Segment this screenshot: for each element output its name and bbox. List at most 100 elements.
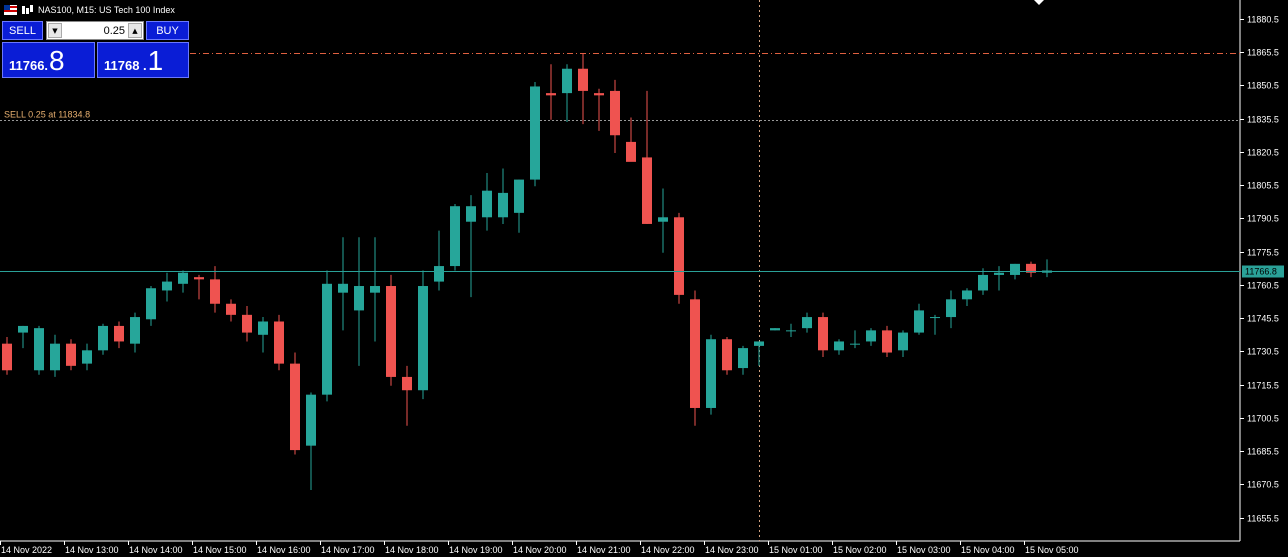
price-tick-label: 11745.5 bbox=[1247, 314, 1279, 324]
time-tick-label: 14 Nov 13:00 bbox=[65, 545, 119, 555]
bull-candle bbox=[914, 310, 924, 333]
bid-price-tag bbox=[1242, 265, 1284, 278]
sell-button[interactable]: SELL bbox=[2, 21, 43, 40]
bear-candle bbox=[626, 141, 636, 162]
bull-candle bbox=[482, 190, 492, 218]
bull-candle bbox=[562, 68, 572, 94]
price-tick-label: 11820.5 bbox=[1247, 148, 1279, 158]
time-tick-label: 14 Nov 21:00 bbox=[577, 545, 631, 555]
chart-type-icon[interactable] bbox=[21, 5, 34, 15]
buy-price-main: 11768 . bbox=[104, 58, 147, 73]
sell-price-quote[interactable]: 11766. 8 bbox=[2, 42, 95, 78]
bear-candle bbox=[386, 286, 396, 377]
chart-shift-icon bbox=[1034, 0, 1044, 5]
bull-candle bbox=[898, 332, 908, 351]
bear-candle bbox=[274, 321, 284, 364]
time-tick-label: 15 Nov 04:00 bbox=[961, 545, 1015, 555]
bull-candle bbox=[466, 206, 476, 222]
bear-candle bbox=[242, 314, 252, 333]
bull-candle bbox=[930, 317, 940, 319]
time-tick-label: 14 Nov 22:00 bbox=[641, 545, 695, 555]
bull-candle bbox=[98, 325, 108, 351]
bear-candle bbox=[210, 279, 220, 304]
bull-candle bbox=[530, 86, 540, 180]
bull-candle bbox=[658, 217, 668, 222]
price-tick-label: 11715.5 bbox=[1247, 381, 1279, 391]
time-tick-label: 15 Nov 03:00 bbox=[897, 545, 951, 555]
bear-candle bbox=[690, 299, 700, 408]
time-tick-label: 15 Nov 05:00 bbox=[1025, 545, 1079, 555]
sell-price-main: 11766. bbox=[9, 58, 49, 73]
bull-candle bbox=[306, 394, 316, 446]
bear-candle bbox=[642, 157, 652, 224]
bull-candle bbox=[850, 343, 860, 345]
bull-candle bbox=[834, 341, 844, 351]
bull-candle bbox=[146, 288, 156, 320]
price-tick-label: 11685.5 bbox=[1247, 447, 1279, 457]
bull-candle bbox=[18, 325, 28, 333]
bear-candle bbox=[610, 90, 620, 136]
price-tick-label: 11790.5 bbox=[1247, 214, 1279, 224]
volume-decrease-icon[interactable]: ▼ bbox=[48, 23, 62, 38]
bull-candle bbox=[946, 299, 956, 318]
bull-candle bbox=[802, 317, 812, 329]
time-tick-label: 15 Nov 02:00 bbox=[833, 545, 887, 555]
bear-candle bbox=[194, 277, 204, 280]
price-tick-label: 11835.5 bbox=[1247, 115, 1279, 125]
bear-candle bbox=[594, 93, 604, 96]
time-tick-label: 14 Nov 18:00 bbox=[385, 545, 439, 555]
bull-candle bbox=[162, 281, 172, 291]
price-tick-label: 11670.5 bbox=[1247, 480, 1279, 490]
bull-candle bbox=[82, 350, 92, 364]
volume-increase-icon[interactable]: ▲ bbox=[128, 23, 142, 38]
time-tick-label: 14 Nov 20:00 bbox=[513, 545, 567, 555]
bear-candle bbox=[578, 68, 588, 91]
time-tick-label: 14 Nov 14:00 bbox=[129, 545, 183, 555]
time-tick-label: 14 Nov 2022 bbox=[1, 545, 52, 555]
chart-title: NAS100, M15: US Tech 100 Index bbox=[38, 5, 175, 15]
buy-price-quote[interactable]: 11768 .1 bbox=[97, 42, 189, 78]
buy-price-big: 1 bbox=[147, 45, 164, 76]
price-tick-label: 11865.5 bbox=[1247, 48, 1279, 58]
bear-candle bbox=[722, 339, 732, 371]
bull-candle bbox=[418, 286, 428, 391]
bull-candle bbox=[1010, 263, 1020, 275]
one-click-trading-panel: SELL ▼ ▲ BUY 11766.8 11768 .1 bbox=[2, 21, 189, 78]
bull-candle bbox=[450, 206, 460, 267]
bull-candle bbox=[338, 283, 348, 293]
chart-title-bar: NAS100, M15: US Tech 100 Index bbox=[4, 2, 175, 18]
bull-candle bbox=[434, 266, 444, 282]
bull-candle bbox=[514, 179, 524, 213]
price-tick-label: 11850.5 bbox=[1247, 81, 1279, 91]
time-tick-label: 15 Nov 01:00 bbox=[769, 545, 823, 555]
bull-candle bbox=[754, 341, 764, 346]
volume-input[interactable] bbox=[64, 23, 128, 38]
time-tick-label: 14 Nov 17:00 bbox=[321, 545, 375, 555]
bull-candle bbox=[962, 290, 972, 300]
bear-candle bbox=[226, 303, 236, 315]
buy-button[interactable]: BUY bbox=[146, 21, 189, 40]
price-tick-label: 11700.5 bbox=[1247, 414, 1279, 424]
time-tick-label: 14 Nov 15:00 bbox=[193, 545, 247, 555]
price-tick-label: 11655.5 bbox=[1247, 514, 1279, 524]
bull-candle bbox=[770, 328, 780, 331]
bid-price-label: 11766.8 bbox=[1245, 267, 1277, 277]
bull-candle bbox=[322, 283, 332, 395]
time-tick-label: 14 Nov 23:00 bbox=[705, 545, 759, 555]
volume-stepper[interactable]: ▼ ▲ bbox=[46, 21, 144, 40]
bull-candle bbox=[498, 192, 508, 218]
time-tick-label: 14 Nov 16:00 bbox=[257, 545, 311, 555]
bear-candle bbox=[290, 363, 300, 451]
bull-candle bbox=[978, 274, 988, 291]
bull-candle bbox=[354, 286, 364, 311]
position-line-label: SELL 0.25 at 11834.8 bbox=[4, 110, 90, 120]
bear-candle bbox=[402, 376, 412, 391]
price-tick-label: 11760.5 bbox=[1247, 281, 1279, 291]
bear-candle bbox=[674, 217, 684, 295]
bull-candle bbox=[786, 330, 796, 332]
bull-candle bbox=[994, 272, 1004, 275]
bear-candle bbox=[818, 317, 828, 351]
bull-candle bbox=[738, 348, 748, 369]
flag-icon bbox=[4, 5, 17, 15]
